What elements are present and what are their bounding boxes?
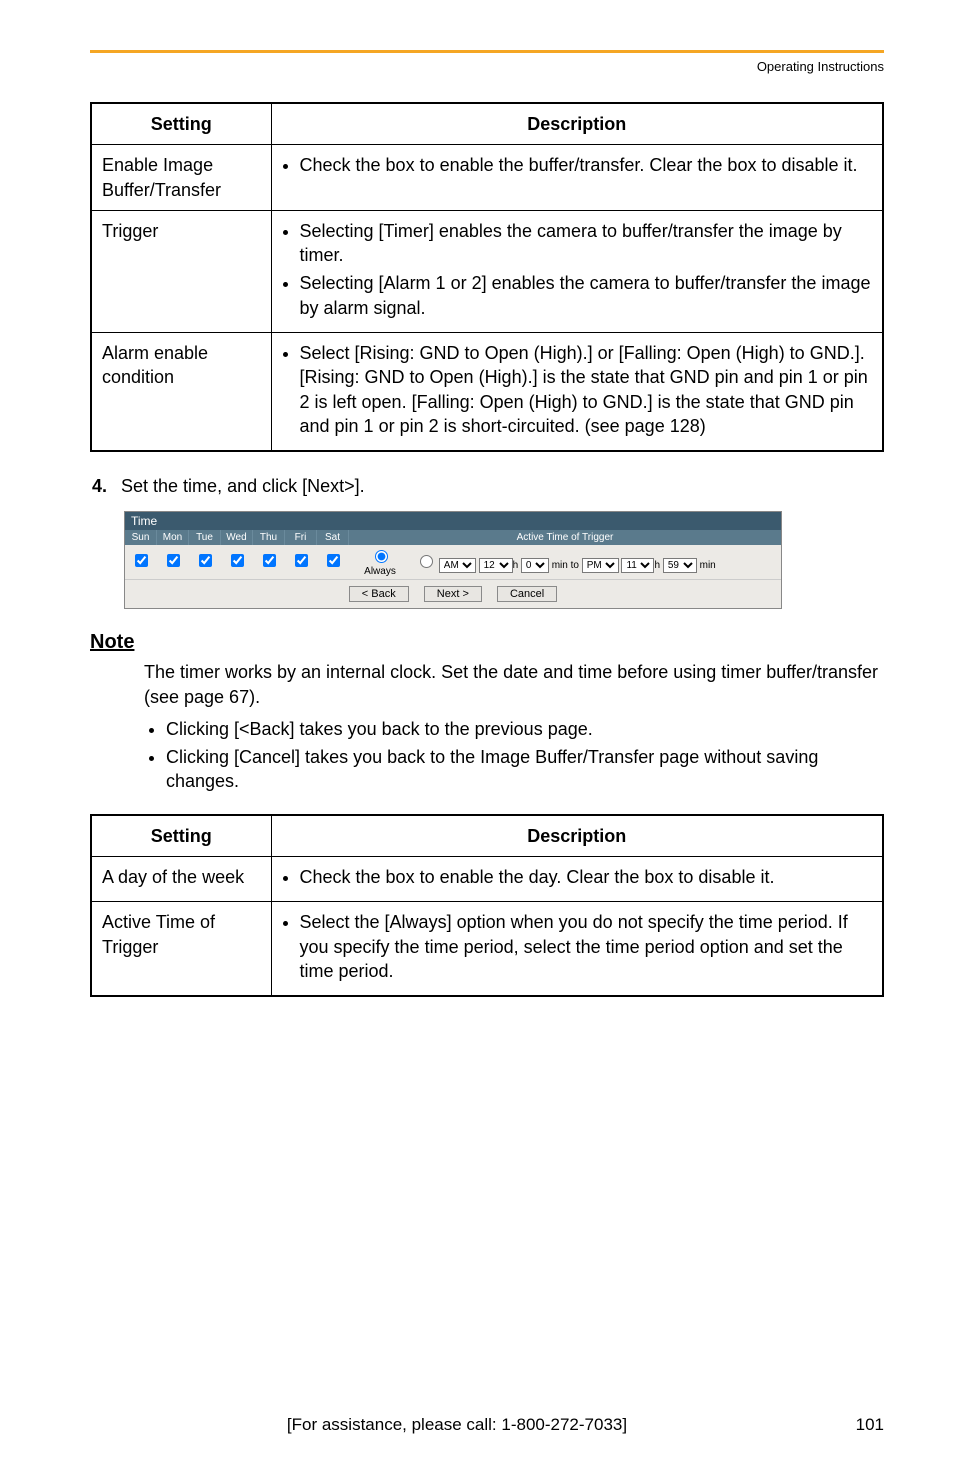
day-check-mon[interactable] (167, 554, 180, 567)
day-check-fri[interactable] (295, 554, 308, 567)
day-check-thu[interactable] (263, 554, 276, 567)
t2-r1-desc: Select the [Always] option when you do n… (271, 902, 883, 996)
cancel-button[interactable]: Cancel (497, 586, 557, 602)
back-button[interactable]: < Back (349, 586, 409, 602)
t1-r2-setting: Alarm enable condition (91, 333, 271, 452)
note-item-0: Clicking [<Back] takes you back to the p… (166, 717, 884, 741)
footer-assist: [For assistance, please call: 1-800-272-… (90, 1415, 824, 1435)
t1-col-desc: Description (271, 103, 883, 145)
time-panel-title: Time (125, 512, 781, 530)
range-radio[interactable] (420, 555, 433, 568)
time-panel: Time Sun Mon Tue Wed Thu Fri Sat Active … (124, 511, 782, 609)
t1-r2-b0: Select [Rising: GND to Open (High).] or … (300, 341, 873, 438)
note-heading: Note (90, 631, 884, 654)
time-days-header: Sun Mon Tue Wed Thu Fri Sat (125, 530, 349, 545)
day-check-sat[interactable] (327, 554, 340, 567)
t2-r1-setting: Active Time of Trigger (91, 902, 271, 996)
header-section: Operating Instructions (90, 59, 884, 74)
day-check-sun[interactable] (135, 554, 148, 567)
note-body: The timer works by an internal clock. Se… (144, 660, 884, 709)
t2-r0-setting: A day of the week (91, 857, 271, 902)
t2-col-desc: Description (271, 815, 883, 857)
note-item-1: Clicking [Cancel] takes you back to the … (166, 745, 884, 794)
day-h-fri: Fri (285, 530, 317, 545)
header-divider (90, 50, 884, 53)
t1-r2-desc: Select [Rising: GND to Open (High).] or … (271, 333, 883, 452)
t1-r0-b0: Check the box to enable the buffer/trans… (300, 153, 873, 177)
always-label: Always (364, 566, 396, 577)
range-tail: min (700, 560, 716, 571)
day-h-mon: Mon (157, 530, 189, 545)
always-option[interactable]: Always (349, 545, 411, 579)
t1-col-setting: Setting (91, 103, 271, 145)
note-list: Clicking [<Back] takes you back to the p… (166, 717, 884, 794)
t1-r1-b0: Selecting [Timer] enables the camera to … (300, 219, 873, 268)
t2-r0-desc: Check the box to enable the day. Clear t… (271, 857, 883, 902)
t1-r0-desc: Check the box to enable the buffer/trans… (271, 145, 883, 211)
settings-table-1: Setting Description Enable Image Buffer/… (90, 102, 884, 452)
footer-page: 101 (824, 1415, 884, 1435)
settings-table-2: Setting Description A day of the week Ch… (90, 814, 884, 997)
ampm-from-select[interactable]: AM (439, 558, 476, 573)
always-radio[interactable] (375, 550, 388, 563)
page-footer: [For assistance, please call: 1-800-272-… (90, 1415, 884, 1435)
day-check-tue[interactable] (199, 554, 212, 567)
time-range-option[interactable]: AM 12h 0 min to PM 11h 59 min (411, 548, 781, 577)
day-check-wed[interactable] (231, 554, 244, 567)
t2-r0-b0: Check the box to enable the day. Clear t… (300, 865, 873, 889)
day-h-wed: Wed (221, 530, 253, 545)
t1-r1-b1: Selecting [Alarm 1 or 2] enables the cam… (300, 271, 873, 320)
m-from-select[interactable]: 0 (521, 558, 549, 573)
h-to-select[interactable]: 11 (621, 558, 654, 573)
h-from-select[interactable]: 12 (479, 558, 513, 573)
t1-r1-desc: Selecting [Timer] enables the camera to … (271, 210, 883, 332)
day-h-tue: Tue (189, 530, 221, 545)
t2-col-setting: Setting (91, 815, 271, 857)
range-mid: min to (552, 560, 579, 571)
ampm-to-select[interactable]: PM (582, 558, 619, 573)
next-button[interactable]: Next > (424, 586, 482, 602)
active-time-header: Active Time of Trigger (349, 530, 781, 545)
day-h-sun: Sun (125, 530, 157, 545)
step-4-text: Set the time, and click [Next>]. (121, 476, 365, 496)
day-h-thu: Thu (253, 530, 285, 545)
t2-r1-b0: Select the [Always] option when you do n… (300, 910, 873, 983)
m-to-select[interactable]: 59 (663, 558, 697, 573)
step-4-num: 4. (92, 476, 116, 497)
step-4: 4. Set the time, and click [Next>]. (90, 476, 884, 497)
t1-r0-setting: Enable Image Buffer/Transfer (91, 145, 271, 211)
t1-r1-setting: Trigger (91, 210, 271, 332)
day-h-sat: Sat (317, 530, 349, 545)
